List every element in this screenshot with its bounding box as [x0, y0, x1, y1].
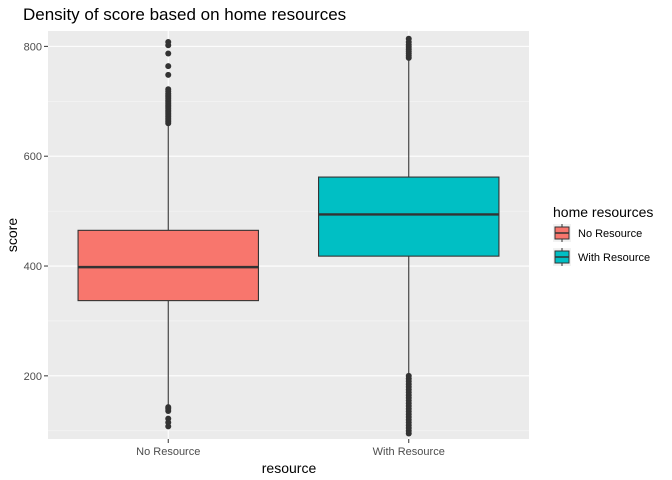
box-iqr	[77, 229, 259, 302]
outlier-point	[165, 404, 172, 411]
x-axis: No Resource With Resource	[136, 439, 445, 458]
box-iqr	[318, 176, 500, 257]
box-2	[318, 35, 500, 437]
outlier-point	[165, 86, 172, 93]
legend-title: home resources	[553, 204, 653, 220]
y-tick-label: 800	[24, 41, 42, 53]
y-tick-label: 200	[24, 371, 42, 383]
x-axis-title: resource	[262, 460, 317, 476]
x-tick-label: With Resource	[373, 446, 445, 458]
y-tick-label: 600	[24, 151, 42, 163]
legend-key	[553, 248, 571, 266]
outlier-point	[165, 415, 172, 422]
outlier-point	[165, 63, 172, 70]
outlier-point	[165, 38, 172, 45]
y-axis-title: score	[4, 218, 20, 252]
outlier-point	[165, 50, 172, 57]
boxes-layer	[77, 35, 500, 437]
legend-label: With Resource	[578, 252, 650, 264]
outlier-point	[165, 71, 172, 78]
y-tick-label: 400	[24, 261, 42, 273]
x-tick-label: No Resource	[136, 446, 200, 458]
chart-title: Density of score based on home resources	[23, 5, 346, 24]
legend-label: No Resource	[578, 228, 642, 240]
outlier-point	[405, 35, 412, 42]
legend-key	[553, 224, 571, 242]
outlier-point	[405, 372, 412, 379]
legend: home resources No Resource With Resource	[553, 204, 653, 266]
y-axis: 200 400 600 800	[24, 41, 48, 383]
box-1	[77, 38, 259, 430]
